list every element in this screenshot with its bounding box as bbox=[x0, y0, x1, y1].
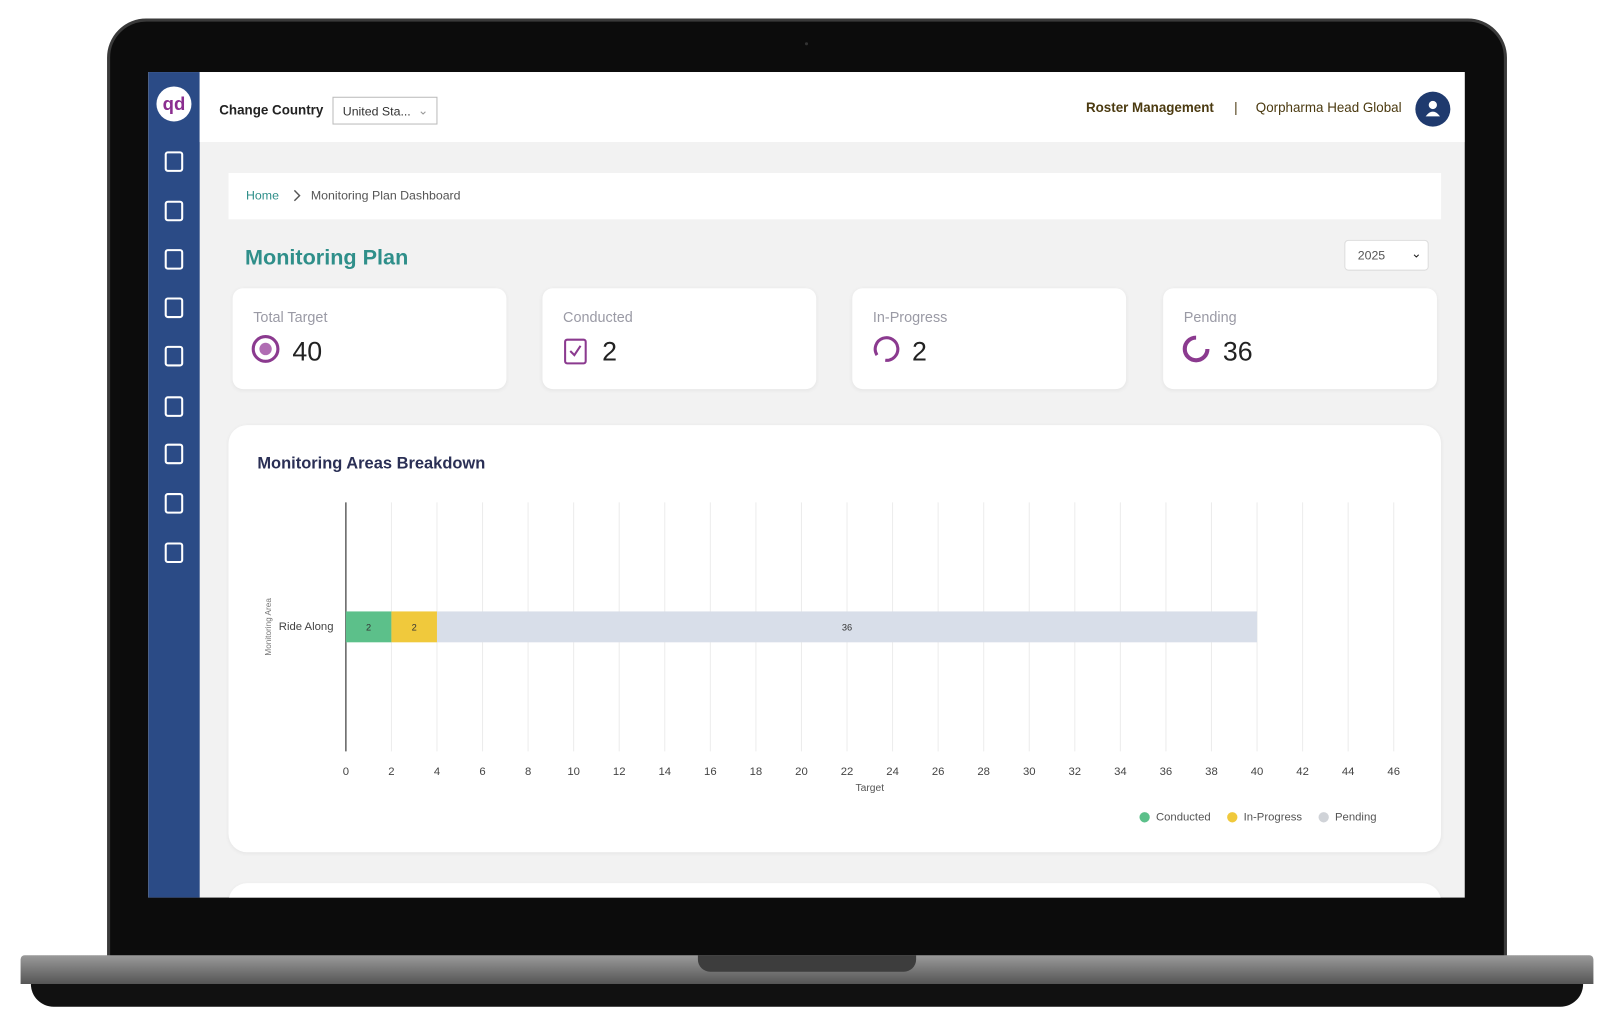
sidebar-icon[interactable] bbox=[164, 297, 184, 319]
bar-segment bbox=[436, 611, 1258, 643]
country-value: United Sta... bbox=[342, 103, 411, 119]
breadcrumb-chevron bbox=[293, 189, 301, 202]
roster-link[interactable]: Roster Management bbox=[1085, 99, 1214, 116]
sidebar-icon[interactable] bbox=[164, 542, 184, 564]
x-axis-label: Target bbox=[856, 783, 885, 794]
x-tick-label: 18 bbox=[750, 766, 763, 778]
chevron: ⌄ bbox=[417, 102, 429, 118]
stat-card: In-Progress 2 bbox=[852, 288, 1127, 390]
x-tick-label: 34 bbox=[1114, 766, 1127, 778]
top-bar bbox=[199, 72, 1465, 143]
x-tick-label: 10 bbox=[567, 766, 580, 778]
camera bbox=[804, 42, 809, 46]
stat-card: Conducted 2 bbox=[542, 288, 817, 390]
bar-segment bbox=[345, 611, 392, 643]
legend-swatch bbox=[1227, 812, 1238, 823]
x-tick-label: 30 bbox=[1023, 766, 1036, 778]
card-value: 40 bbox=[292, 335, 323, 367]
x-tick-label: 6 bbox=[479, 766, 485, 778]
chart-title: Monitoring Areas Breakdown bbox=[257, 455, 485, 473]
card-value: 2 bbox=[911, 335, 927, 367]
data-label: 2 bbox=[366, 622, 371, 632]
breadcrumb-current: Monitoring Plan Dashboard bbox=[310, 188, 461, 203]
card-icon bbox=[251, 335, 280, 363]
legend-label: Conducted bbox=[1156, 811, 1211, 823]
sidebar-icon[interactable] bbox=[164, 151, 184, 172]
sidebar-icon[interactable] bbox=[164, 493, 184, 514]
x-tick-label: 44 bbox=[1342, 766, 1355, 778]
legend-swatch bbox=[1139, 812, 1150, 823]
chart: Monitoring Areas Breakdown 0 2 4 6 8 10 12 14 16… bbox=[257, 455, 1400, 824]
x-tick-label: 32 bbox=[1069, 766, 1082, 778]
bar-segment bbox=[391, 611, 437, 643]
x-tick-label: 28 bbox=[977, 766, 990, 778]
org-name: Qorpharma Head Global bbox=[1255, 99, 1402, 116]
sidebar-icon[interactable] bbox=[164, 443, 184, 465]
x-tick-label: 0 bbox=[343, 766, 349, 778]
x-tick-label: 14 bbox=[658, 766, 671, 778]
card-icon bbox=[873, 336, 900, 362]
x-tick-label: 4 bbox=[434, 766, 440, 778]
stat-card: Pending 36 bbox=[1163, 288, 1437, 390]
x-tick-label: 22 bbox=[841, 766, 854, 778]
avatar-icon bbox=[1425, 100, 1441, 117]
sidebar-icon[interactable] bbox=[164, 200, 184, 222]
x-tick-label: 20 bbox=[795, 766, 808, 778]
card-icon bbox=[564, 338, 587, 365]
country-select[interactable]: United Sta... ⌄ bbox=[332, 96, 438, 125]
breadcrumb-bar bbox=[228, 172, 1442, 220]
x-tick-label: 12 bbox=[613, 766, 626, 778]
page-title: Monitoring Plan bbox=[244, 246, 409, 270]
x-tick-label: 46 bbox=[1387, 766, 1400, 778]
x-tick-label: 42 bbox=[1296, 766, 1309, 778]
x-tick-label: 26 bbox=[932, 766, 945, 778]
x-tick-label: 16 bbox=[704, 766, 717, 778]
breadcrumb-home[interactable]: Home bbox=[246, 188, 279, 203]
sidebar bbox=[148, 72, 200, 898]
logo[interactable]: qd bbox=[156, 86, 192, 122]
card-icon bbox=[1182, 335, 1210, 363]
year-select[interactable]: 2025 ⌄ bbox=[1344, 239, 1429, 271]
card-value: 36 bbox=[1222, 335, 1253, 367]
x-tick-label: 40 bbox=[1251, 766, 1264, 778]
card-value: 2 bbox=[602, 335, 618, 367]
data-label: 2 bbox=[412, 622, 417, 632]
card-label: Total Target bbox=[253, 308, 328, 326]
x-tick-label: 2 bbox=[388, 766, 394, 778]
chevron: ⌄ bbox=[1411, 246, 1422, 261]
sidebar-icon[interactable] bbox=[164, 249, 184, 270]
year-value: 2025 bbox=[1357, 248, 1386, 263]
sidebar-icon[interactable] bbox=[164, 396, 184, 417]
legend-label: In-Progress bbox=[1244, 811, 1303, 823]
stat-card: Total Target 40 bbox=[232, 288, 507, 390]
legend-swatch bbox=[1318, 812, 1329, 823]
y-axis-label: Monitoring Area bbox=[264, 598, 273, 656]
change-country-label: Change Country bbox=[219, 101, 324, 118]
x-tick-label: 8 bbox=[525, 766, 531, 778]
y-tick-label: Ride Along bbox=[279, 621, 334, 633]
card-label: Pending bbox=[1183, 308, 1237, 326]
screen: qd Change Country United Sta... ⌄ Roster … bbox=[148, 72, 1465, 898]
next-card bbox=[228, 883, 1442, 898]
separator: | bbox=[1234, 99, 1238, 116]
sidebar-icon[interactable] bbox=[164, 345, 184, 367]
x-tick-label: 36 bbox=[1160, 766, 1173, 778]
x-tick-label: 24 bbox=[886, 766, 899, 778]
avatar[interactable] bbox=[1415, 91, 1451, 127]
legend-label: Pending bbox=[1335, 811, 1377, 823]
card-label: Conducted bbox=[563, 308, 633, 326]
laptop-notch bbox=[697, 955, 917, 972]
card-label: In-Progress bbox=[872, 308, 948, 326]
data-label: 36 bbox=[842, 622, 852, 632]
laptop-bottom bbox=[30, 984, 1584, 1007]
x-tick-label: 38 bbox=[1205, 766, 1218, 778]
